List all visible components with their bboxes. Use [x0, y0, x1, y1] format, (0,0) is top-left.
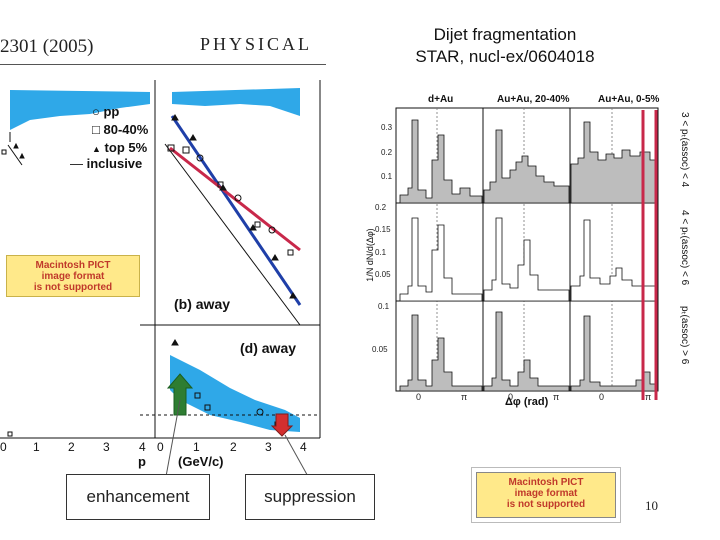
x-axis-label-right: (GeV/c): [178, 454, 224, 469]
pict-right-line2: image format: [514, 488, 578, 499]
hist-r3-c2: [483, 311, 570, 392]
legend-pp-label: pp: [103, 104, 120, 119]
row-label-1: 3 < pₜ(assoc) < 4: [679, 112, 690, 188]
panel-b-label: (b) away: [174, 296, 231, 312]
left-top-band: [10, 90, 150, 130]
column-title-dau: d+Au: [428, 94, 454, 105]
left-bottom-markers: [7, 431, 13, 437]
right-plot-graphics: [395, 107, 659, 400]
slide-title: Dijet fragmentation STAR, nucl-ex/060401…: [380, 24, 630, 68]
hist-r1-c1: [399, 119, 483, 204]
ytick-r2-3: 0.05: [375, 270, 391, 279]
panel-b-markers: [167, 114, 297, 299]
enhancement-connector: [164, 400, 181, 483]
left-panel-points: [1, 132, 25, 166]
xtick-hist-2: 0: [508, 392, 514, 402]
page-number: 10: [645, 498, 658, 513]
x-tick-right-3: 3: [265, 440, 272, 454]
xtick-hist-4: 0: [599, 392, 605, 402]
suppression-label: suppression: [245, 474, 375, 520]
hist-r2-c3: [570, 219, 658, 302]
pict-left-line3: is not supported: [33, 282, 113, 293]
panel-d-label: (d) away: [240, 340, 297, 356]
hist-r3-c1: [399, 314, 483, 392]
annotation-arrows: [166, 373, 294, 437]
pict-left-line1: Macintosh PICT: [35, 260, 111, 271]
panel-d-band: [170, 355, 300, 432]
panel-d-markers: [171, 339, 281, 428]
x-tick-right-4: 4: [300, 440, 307, 454]
pict-right-line3: is not supported: [506, 499, 586, 510]
ytick-r3-1: 0.05: [372, 345, 388, 354]
pict-placeholder-left: Macintosh PICT image format is not suppo…: [6, 255, 140, 297]
header-rule: [0, 64, 326, 65]
x-axis-label-left: p: [138, 454, 146, 469]
hist-r2-c1: [399, 217, 483, 302]
hist-r3-c3: [570, 315, 658, 392]
x-tick-right-2: 2: [230, 440, 237, 454]
legend-inclusive-label: inclusive: [86, 156, 143, 171]
panel-b-reference-line: [164, 143, 301, 326]
legend-mid-label: 80-40%: [103, 122, 149, 137]
pict-left-line2: image format: [41, 271, 105, 282]
column-title-auau-central: Au+Au, 0-5%: [598, 94, 660, 105]
suppression-arrow-icon: [270, 413, 294, 437]
right-y-axis-label: 1/N dN/d(Δφ): [365, 228, 375, 282]
pict-placeholder-right: Macintosh PICT image format is not suppo…: [472, 468, 620, 522]
enhancement-label: enhancement: [66, 474, 210, 520]
x-tick-right-1: 1: [193, 440, 200, 454]
hist-r1-c2: [483, 129, 570, 204]
xtick-hist-3: π: [553, 392, 560, 402]
ytick-r1-0: 0.3: [381, 123, 393, 132]
xtick-hist-5: π: [645, 392, 652, 402]
annotation-connectors: [164, 400, 311, 483]
right-x-axis-label: Δφ (rad): [505, 396, 549, 408]
slide-title-line2: STAR, nucl-ex/0604018: [415, 47, 595, 66]
hist-r1-c3: [570, 121, 658, 204]
x-tick-left-2: 2: [68, 440, 75, 454]
enhancement-arrow-icon: [166, 373, 194, 416]
xtick-hist-1: π: [461, 392, 468, 402]
journal-name: PHYSICAL: [200, 34, 313, 54]
panel-b-blue-fit: [170, 115, 302, 306]
ytick-r3-0: 0.1: [378, 302, 390, 311]
legend-top-label: top 5%: [104, 140, 148, 155]
legend-mid: □ 80-40%: [92, 122, 149, 137]
ytick-r1-1: 0.2: [381, 148, 393, 157]
xtick-hist-0: 0: [416, 392, 422, 402]
pict-right-line1: Macintosh PICT: [508, 477, 584, 488]
ytick-r1-2: 0.1: [381, 172, 393, 181]
legend-top: ▲ top 5%: [92, 140, 148, 155]
legend-inclusive: — inclusive: [70, 156, 143, 171]
row-label-3: pₜ(assoc) > 6: [679, 306, 690, 365]
x-tick-left-0: 0: [0, 440, 7, 454]
citation-text: 2301 (2005): [0, 36, 94, 57]
left-plot-graphics: [0, 80, 321, 439]
hist-r2-c2: [483, 217, 570, 302]
slide-title-line1: Dijet fragmentation: [433, 25, 577, 44]
row-label-2: 4 < pₜ(assoc) < 6: [679, 210, 690, 286]
x-tick-left-3: 3: [103, 440, 110, 454]
column-title-auau-mid: Au+Au, 20-40%: [497, 94, 570, 105]
suppression-connector: [284, 434, 311, 481]
x-tick-left-1: 1: [33, 440, 40, 454]
ytick-r2-0: 0.2: [375, 203, 387, 212]
ytick-r2-2: 0.1: [375, 248, 387, 257]
x-tick-right-0: 0: [157, 440, 164, 454]
x-tick-left-4: 4: [139, 440, 146, 454]
panel-b-top-band: [172, 88, 300, 116]
ytick-r2-1: 0.15: [375, 225, 391, 234]
legend-pp: ○ pp: [92, 104, 120, 119]
